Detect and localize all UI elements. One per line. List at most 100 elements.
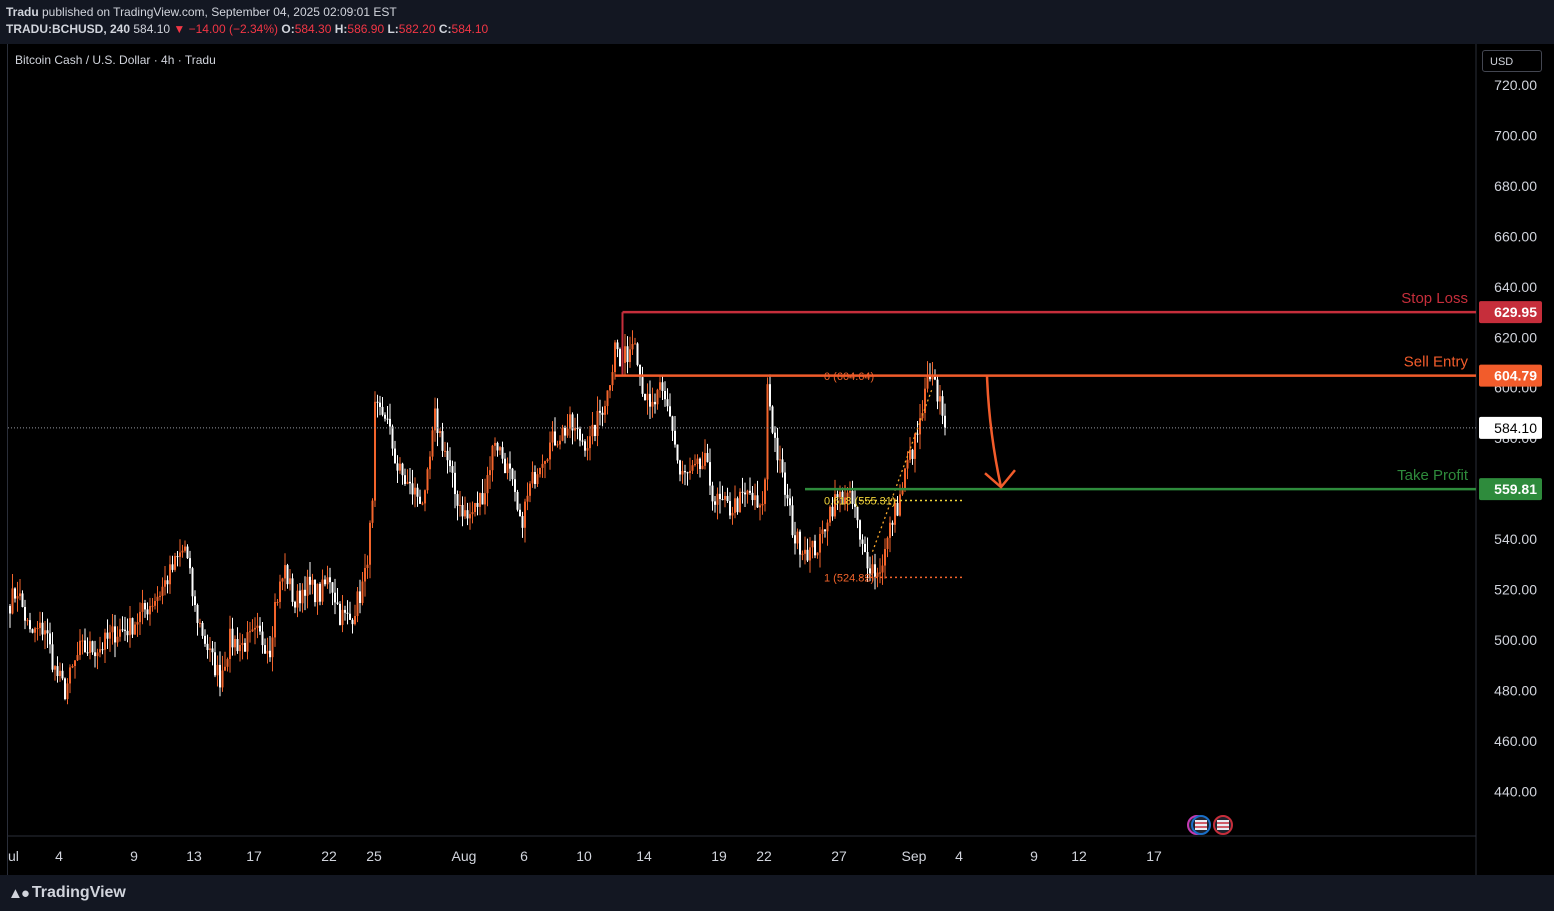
candle-body — [916, 433, 919, 435]
trade-level-value: 604.79 — [1494, 368, 1537, 384]
candle-body — [574, 427, 576, 431]
candle-body — [846, 492, 849, 498]
price-axis[interactable] — [1476, 44, 1554, 836]
candle-body — [334, 592, 336, 603]
candle-body — [596, 410, 599, 436]
candle-body — [59, 670, 61, 677]
candle-body — [936, 379, 939, 402]
candle-body — [439, 431, 441, 434]
candle-body — [216, 664, 219, 676]
candle-body — [734, 498, 736, 513]
candle-body — [631, 344, 634, 350]
plot-area[interactable] — [8, 44, 1476, 836]
candle-body — [406, 481, 409, 484]
candle-body — [931, 376, 934, 380]
candle-body — [721, 499, 724, 501]
candle-body — [906, 459, 909, 469]
close-value: 584.10 — [451, 22, 489, 36]
candle-body — [921, 412, 924, 419]
candle-body — [281, 578, 284, 582]
candle-body — [549, 442, 551, 460]
x-tick-label: 19 — [711, 848, 727, 864]
candle-body — [394, 448, 396, 464]
candle-body — [856, 506, 859, 521]
candle-body — [39, 622, 41, 629]
candle-body — [116, 636, 119, 643]
y-tick-label: 520.00 — [1494, 582, 1537, 598]
candle-body — [416, 487, 419, 497]
candle-body — [341, 609, 344, 625]
x-tick-label: 13 — [186, 848, 202, 864]
candle-body — [564, 427, 566, 436]
currency-selector[interactable]: USD — [1482, 50, 1542, 72]
candle-body — [149, 605, 151, 615]
candle-body — [576, 427, 579, 429]
candle-body — [806, 549, 809, 561]
price-chart[interactable]: 440.00460.00480.00500.00520.00540.00560.… — [0, 0, 1554, 875]
trade-level-name: Stop Loss — [1401, 290, 1468, 307]
candle-body — [371, 500, 374, 523]
candle-body — [551, 431, 554, 443]
candle-body — [151, 605, 154, 607]
candle-body — [316, 583, 319, 603]
tradingview-logo[interactable]: ▲● TradingView — [8, 884, 126, 902]
candle-body — [326, 577, 329, 585]
candle-body — [944, 415, 946, 428]
x-tick-label: 14 — [636, 848, 652, 864]
candle-body — [741, 491, 744, 493]
candle-body — [289, 578, 291, 585]
candle-body — [414, 487, 416, 495]
candle-body — [746, 490, 749, 495]
candle-body — [464, 510, 466, 517]
candle-body — [824, 529, 826, 532]
candle-body — [801, 553, 804, 555]
candle-body — [74, 660, 76, 666]
fib-trend-line — [871, 387, 934, 552]
candle-body — [346, 612, 349, 614]
ohlc-line: TRADU:BCHUSD, 240 584.10 ▼ −14.00 (−2.34… — [6, 22, 488, 36]
candle-body — [909, 449, 911, 460]
candle-body — [271, 637, 274, 658]
candle-body — [799, 531, 801, 555]
candle-body — [64, 678, 66, 700]
candle-body — [726, 495, 729, 502]
candle-body — [424, 490, 426, 504]
candle-body — [504, 458, 506, 474]
candle-body — [29, 620, 31, 630]
candle-body — [769, 384, 771, 407]
candle-body — [814, 540, 816, 556]
candle-body — [641, 377, 644, 394]
trade-level-name: Sell Entry — [1404, 354, 1469, 371]
publisher-name[interactable]: Tradu — [6, 5, 39, 19]
x-tick-label: Sep — [902, 848, 927, 864]
last-price: 584.10 — [133, 22, 171, 36]
candle-body — [471, 512, 474, 515]
candle-body — [344, 609, 346, 613]
candle-body — [826, 522, 829, 532]
candle-body — [164, 580, 166, 587]
candle-body — [804, 549, 806, 554]
candle-body — [309, 576, 311, 585]
candle-body — [929, 376, 931, 380]
candle-body — [34, 628, 36, 633]
candle-body — [791, 505, 794, 536]
open-value: 584.30 — [294, 22, 332, 36]
candle-body — [851, 490, 854, 504]
candle-body — [119, 629, 121, 637]
candle-body — [391, 426, 394, 449]
candle-body — [911, 449, 914, 459]
x-tick-label: 9 — [1030, 848, 1038, 864]
candle-body — [559, 440, 561, 445]
candle-body — [554, 431, 556, 446]
candle-body — [221, 670, 224, 688]
candle-body — [166, 580, 169, 585]
candle-body — [381, 406, 384, 415]
x-tick-label: 4 — [55, 848, 63, 864]
candle-body — [544, 461, 546, 464]
candle-body — [664, 390, 666, 400]
candle-body — [396, 463, 399, 471]
candle-body — [861, 539, 864, 544]
candle-body — [369, 522, 371, 565]
candle-body — [526, 495, 529, 502]
candle-body — [224, 666, 226, 671]
